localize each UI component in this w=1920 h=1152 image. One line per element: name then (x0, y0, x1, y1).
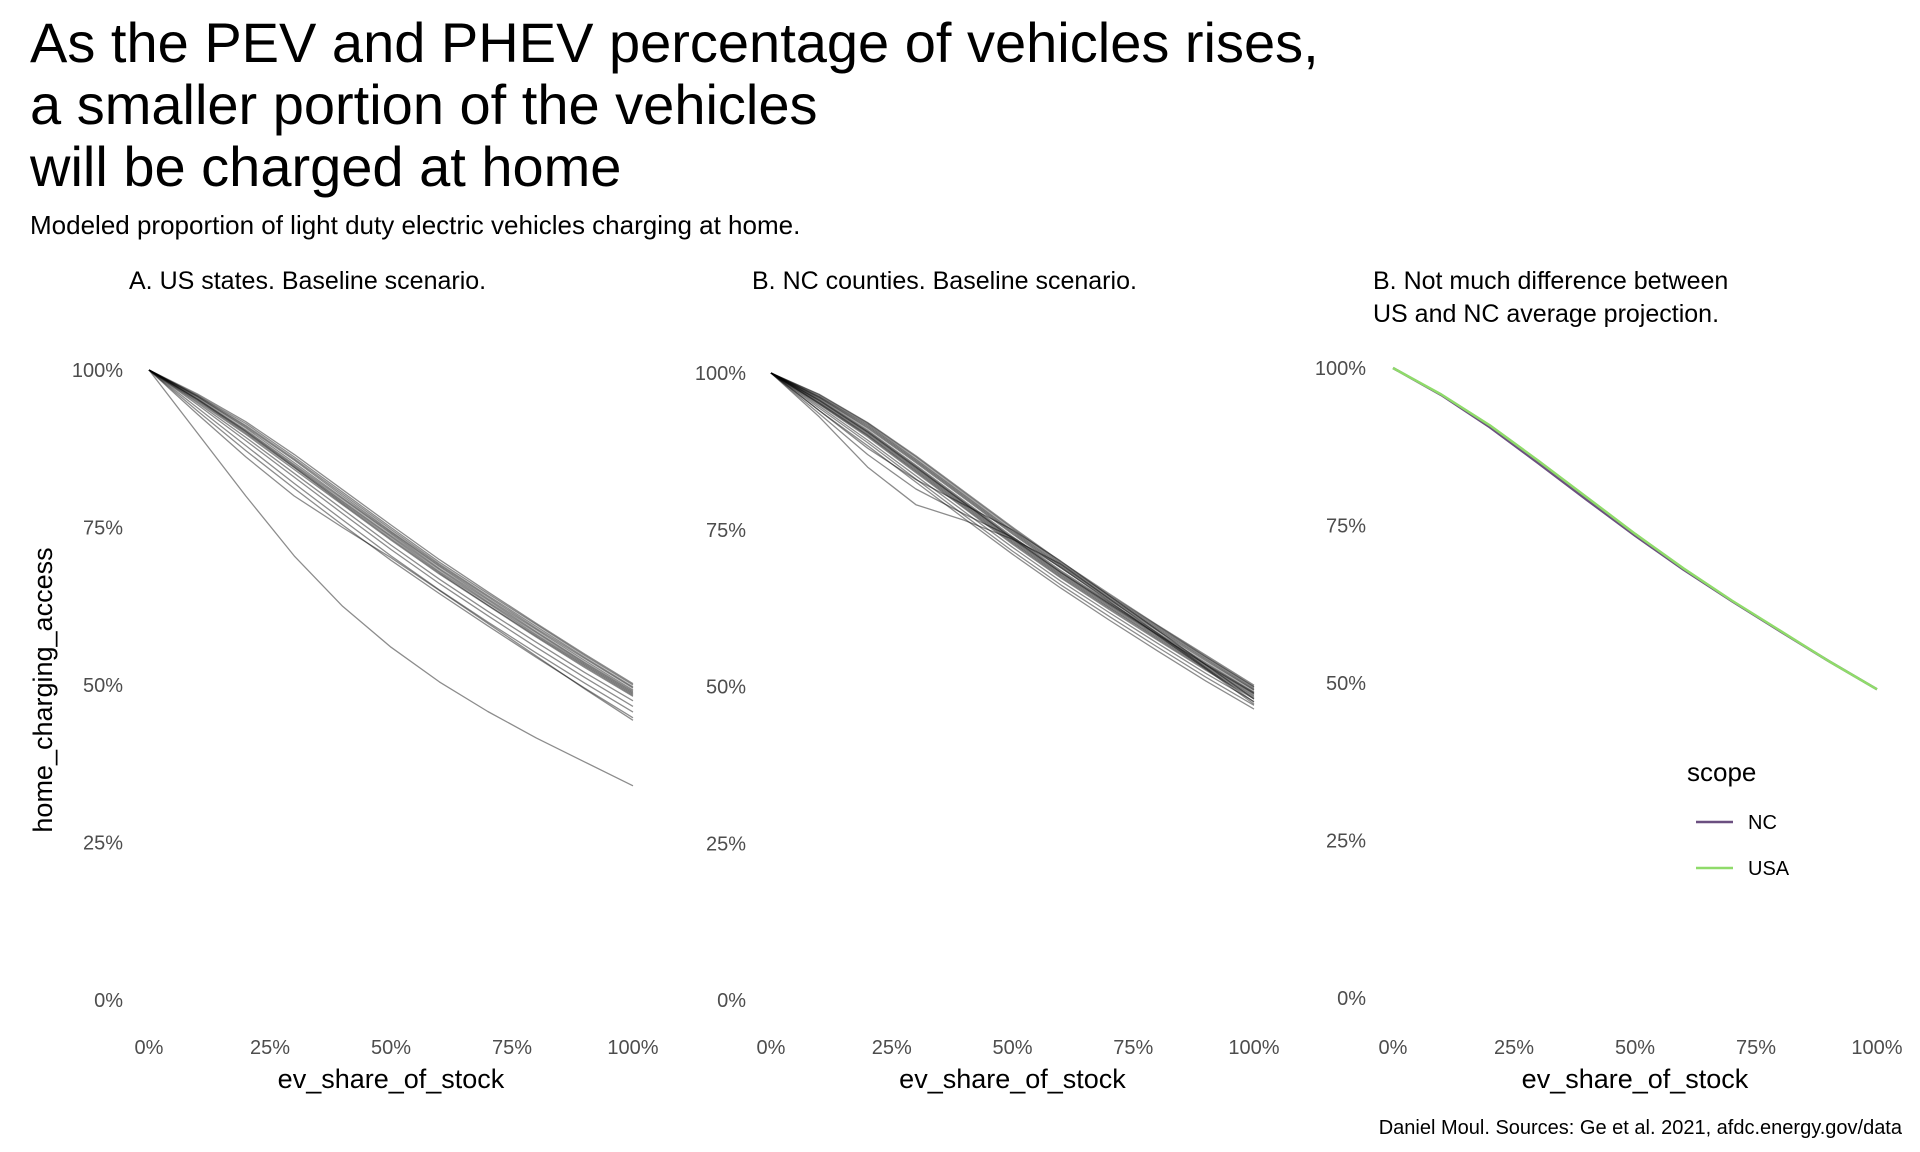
series-line (770, 372, 1255, 700)
y-tick-label: 0% (94, 990, 123, 1012)
chart-subtitle: Modeled proportion of light duty electri… (30, 210, 801, 240)
y-tick-label: 100% (72, 360, 123, 382)
y-tick-label: 50% (706, 677, 746, 699)
y-tick-label: 75% (706, 520, 746, 542)
series-line (148, 369, 634, 694)
panel-c-title-line: B. Not much difference between (1373, 267, 1729, 295)
y-tick-label: 50% (83, 675, 123, 697)
series-line (770, 372, 1255, 703)
x-tick-label: 100% (1851, 1037, 1902, 1059)
y-tick-label: 75% (1326, 516, 1366, 538)
chart-title-line: As the PEV and PHEV percentage of vehicl… (30, 11, 1319, 74)
series-line (148, 369, 634, 692)
panel-c: 0% 25% 50% 75% 100% 0% 25% 50% 75% 100% ev_share_o… (1315, 358, 1903, 1094)
x-tick-label: 50% (371, 1037, 411, 1059)
series-line (770, 372, 1255, 693)
series-line (770, 372, 1255, 698)
x-tick-label: 75% (1736, 1037, 1776, 1059)
series-line (148, 369, 634, 686)
series-line (148, 369, 634, 691)
series-line (770, 372, 1255, 691)
x-tick-label: 100% (1228, 1037, 1279, 1059)
panel-a-title: A. US states. Baseline scenario. (129, 267, 487, 295)
x-tick-label: 50% (992, 1037, 1032, 1059)
panel-a: 0% 25% 50% 75% 100% 0% 25% 50% 75% 100% ev_share_o… (72, 360, 659, 1094)
y-tick-label: 25% (83, 833, 123, 855)
x-tick-label: 0% (1379, 1037, 1408, 1059)
series-line (770, 372, 1255, 705)
series-line-nc (1392, 366, 1878, 691)
panel-c-title-line: US and NC average projection. (1373, 300, 1720, 328)
series-line (148, 369, 634, 702)
y-tick-label: 100% (1315, 358, 1366, 380)
x-tick-label: 50% (1615, 1037, 1655, 1059)
series-line (148, 369, 634, 721)
series-line (148, 369, 634, 787)
y-tick-label: 25% (1326, 831, 1366, 853)
x-tick-label: 25% (872, 1037, 912, 1059)
y-tick-label: 75% (83, 518, 123, 540)
series-line (770, 372, 1255, 694)
series-line (770, 372, 1255, 691)
series-line (770, 372, 1255, 706)
series-line (148, 369, 634, 695)
y-tick-label: 0% (717, 990, 746, 1012)
x-axis-title: ev_share_of_stock (1522, 1064, 1749, 1094)
x-tick-label: 25% (1494, 1037, 1534, 1059)
panel-b-title: B. NC counties. Baseline scenario. (752, 267, 1137, 295)
chart-title: As the PEV and PHEV percentage of vehicl… (30, 12, 1319, 198)
series-line (770, 372, 1255, 686)
series-line (770, 372, 1255, 694)
series-line (148, 369, 634, 697)
series-line (770, 372, 1255, 699)
series-line (770, 372, 1255, 689)
y-tick-label: 25% (706, 833, 746, 855)
panel-b: 0% 25% 50% 75% 100% 0% 25% 50% 75% 100% ev_share_o… (695, 363, 1280, 1094)
x-axis-title: ev_share_of_stock (278, 1064, 505, 1094)
chart-title-line: will be charged at home (30, 135, 622, 198)
x-tick-label: 75% (492, 1037, 532, 1059)
series-line (148, 369, 634, 696)
x-tick-label: 0% (135, 1037, 164, 1059)
legend-title: scope (1687, 757, 1756, 787)
y-tick-label: 100% (695, 363, 746, 385)
y-axis-title: home_charging_access (28, 547, 58, 832)
series-line (148, 369, 634, 719)
series-line-usa (1392, 366, 1878, 691)
series-line (148, 369, 634, 688)
x-tick-label: 0% (757, 1037, 786, 1059)
series-line (148, 369, 634, 689)
x-tick-label: 25% (250, 1037, 290, 1059)
legend: scope NC USA (1687, 757, 1790, 880)
y-tick-label: 50% (1326, 673, 1366, 695)
series-line (770, 372, 1255, 710)
x-tick-label: 75% (1113, 1037, 1153, 1059)
series-line (770, 372, 1255, 695)
x-tick-label: 100% (607, 1037, 658, 1059)
panel-c-title: B. Not much difference between US and NC… (1373, 265, 1728, 331)
legend-label-nc: NC (1748, 812, 1777, 834)
series-line (148, 369, 634, 685)
series-line (770, 372, 1255, 688)
series-line (148, 369, 634, 707)
series-line (770, 372, 1255, 700)
series-line (148, 369, 634, 713)
legend-label-usa: USA (1748, 858, 1790, 880)
series-line (770, 372, 1255, 703)
y-tick-label: 0% (1337, 988, 1366, 1010)
series-line (770, 372, 1255, 696)
x-axis-title: ev_share_of_stock (899, 1064, 1126, 1094)
series-line (770, 372, 1255, 688)
caption: Daniel Moul. Sources: Ge et al. 2021, af… (1378, 1117, 1902, 1139)
chart-title-line: a smaller portion of the vehicles (30, 73, 818, 136)
